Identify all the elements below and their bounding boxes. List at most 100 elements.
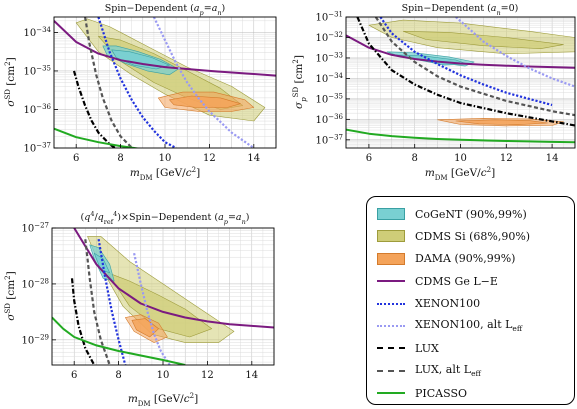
legend-line: [377, 302, 405, 305]
series-line-lux-alt-l-eff: [374, 17, 575, 117]
x-tick-label: 14: [546, 153, 559, 164]
legend-line: [377, 369, 405, 372]
series-line-xenon100-alt-l-eff: [133, 252, 171, 365]
series-line-cdms-ge-l-e: [73, 228, 274, 329]
panel-0-plot-area: 6 8 10 12 14 10−37 10−36 10−35 10−34: [23, 16, 277, 164]
y-tick-label: 10−35: [315, 92, 343, 105]
series-line-lux-alt-l-eff: [84, 17, 134, 148]
y-tick-label: 10−34: [23, 26, 51, 39]
legend-item-xenon100: XENON100: [377, 293, 480, 315]
legend-label: DAMA (90%,99%): [415, 252, 516, 266]
panel-1-content: [346, 17, 575, 144]
y-tick-label: 10−31: [315, 11, 343, 24]
region-cdms-si-90: [87, 236, 235, 343]
legend-label: CDMS Si (68%,90%): [415, 229, 531, 243]
legend-item-cogent: CoGeNT (90%,99%): [377, 203, 527, 225]
y-tick-label: 10−37: [315, 133, 343, 146]
legend-line: [377, 280, 405, 283]
series-line-picasso: [54, 127, 142, 148]
series-line-lux: [72, 70, 117, 148]
legend-item-lux: LUX: [377, 337, 439, 359]
panel-2-plot-area: 6 8 10 12 14 10−29 10−28 10−27: [21, 222, 275, 382]
series-line-xenon100: [379, 17, 553, 107]
y-tick-label: 10−28: [21, 277, 49, 290]
region-dama-90: [455, 119, 548, 125]
legend-item-dama: DAMA (90%,99%): [377, 248, 515, 270]
legend-line: [377, 347, 405, 350]
series-line-lux: [70, 278, 96, 365]
x-tick-label: 12: [203, 153, 216, 164]
panel-2-title: (q4/qref4)×Spin−Dependent (ap=an): [81, 210, 250, 226]
series-line-xenon100-alt-l-eff: [152, 17, 255, 148]
legend-label: CoGeNT (90%,99%): [415, 207, 527, 221]
panel-0-ylabel: σSD [cm2]: [4, 57, 17, 106]
panel-0-content: [54, 17, 276, 148]
y-tick-label: 10−35: [23, 64, 51, 77]
x-tick-label: 14: [245, 370, 258, 381]
panel-1: Spin−Dependent (an=0) 6 8 10 12 14 10−37 10−36…: [292, 3, 576, 182]
legend-line: [377, 325, 405, 327]
y-tick-label: 10−27: [21, 222, 49, 235]
panel-1-plot-area: 6 8 10 12 14 10−37 10−36 10−35 10−34 10−33 10−32 10…: [315, 11, 576, 165]
legend-item-cdms-si: CDMS Si (68%,90%): [377, 225, 530, 247]
x-tick-label: 10: [157, 370, 170, 381]
panel-2-ticks: 6 8 10 12 14 10−29 10−28 10−27: [21, 222, 258, 382]
x-tick-label: 8: [115, 370, 121, 381]
legend-label: CDMS Ge L−E: [415, 274, 498, 288]
x-tick-label: 12: [201, 370, 214, 381]
y-tick-label: 10−33: [315, 51, 343, 64]
legend-label: LUX, alt Leff: [415, 363, 481, 379]
x-tick-label: 14: [247, 153, 260, 164]
panel-0-xlabel: mDM [GeV/c2]: [130, 166, 200, 182]
panel-0-title: Spin−Dependent (ap=an): [105, 3, 226, 17]
series-line-cdms-ge-l-e: [346, 34, 575, 69]
region-cdms-si-68: [402, 30, 564, 50]
y-tick-label: 10−36: [315, 113, 343, 126]
legend: CoGeNT (90%,99%) CDMS Si (68%,90%) DAMA (9…: [366, 196, 575, 405]
panel-1-title: Spin−Dependent (an=0): [402, 3, 519, 17]
panel-2: (q4/qref4)×Spin−Dependent (ap=an) 6 8 10 12…: [4, 210, 275, 408]
series-line-xenon100: [97, 17, 177, 148]
legend-label: LUX: [415, 341, 439, 355]
legend-swatch: [377, 208, 405, 220]
panel-1-xlabel: mDM [GeV/c2]: [425, 166, 495, 182]
legend-swatch: [377, 252, 405, 265]
x-tick-label: 10: [159, 153, 172, 164]
y-tick-label: 10−36: [23, 103, 51, 116]
x-tick-label: 8: [117, 153, 123, 164]
legend-item-picasso: PICASSO: [377, 382, 467, 404]
panel-0: Spin−Dependent (ap=an) 6 8 10 12 14 10−37 10−3…: [4, 3, 277, 182]
x-tick-label: 8: [412, 153, 418, 164]
panel-1-ticks: 6 8 10 12 14 10−37 10−36 10−35 10−34 10−33 10−32 10…: [315, 11, 558, 165]
legend-label: PICASSO: [415, 386, 468, 400]
series-line-lux: [356, 17, 575, 127]
y-tick-label: 10−34: [315, 72, 343, 85]
legend-label-subscript: eff: [471, 369, 481, 379]
x-tick-label: 10: [454, 153, 467, 164]
legend-label: XENON100: [415, 297, 481, 311]
y-tick-label: 10−37: [23, 142, 51, 155]
x-tick-label: 12: [500, 153, 513, 164]
x-tick-label: 6: [71, 370, 77, 381]
series-line-xenon100: [97, 239, 127, 365]
y-tick-label: 10−32: [315, 31, 343, 44]
series-line-picasso: [52, 316, 186, 365]
legend-item-cdms-ge: CDMS Ge L−E: [377, 270, 498, 292]
x-tick-label: 6: [366, 153, 372, 164]
legend-item-xenon100-alt: XENON100, alt Leff: [377, 315, 522, 337]
series-line-xenon100-alt-l-eff: [455, 17, 575, 88]
panel-2-ylabel: σSD [cm2]: [4, 271, 17, 320]
panel-1-ylabel: σpSD [cm2]: [292, 55, 308, 109]
legend-swatch: [377, 230, 405, 243]
y-tick-label: 10−29: [21, 333, 49, 346]
legend-label-subscript: eff: [512, 324, 523, 334]
legend-item-lux-alt: LUX, alt Leff: [377, 360, 481, 382]
legend-label: XENON100, alt Leff: [415, 318, 523, 334]
series-line-picasso: [346, 128, 575, 144]
region-cdms-si-68: [107, 272, 213, 338]
x-tick-label: 6: [73, 153, 79, 164]
panel-2-xlabel: mDM [GeV/c2]: [128, 392, 198, 408]
legend-line: [377, 392, 405, 395]
panel-0-ticks: 6 8 10 12 14 10−37 10−36 10−35 10−34: [23, 26, 260, 164]
